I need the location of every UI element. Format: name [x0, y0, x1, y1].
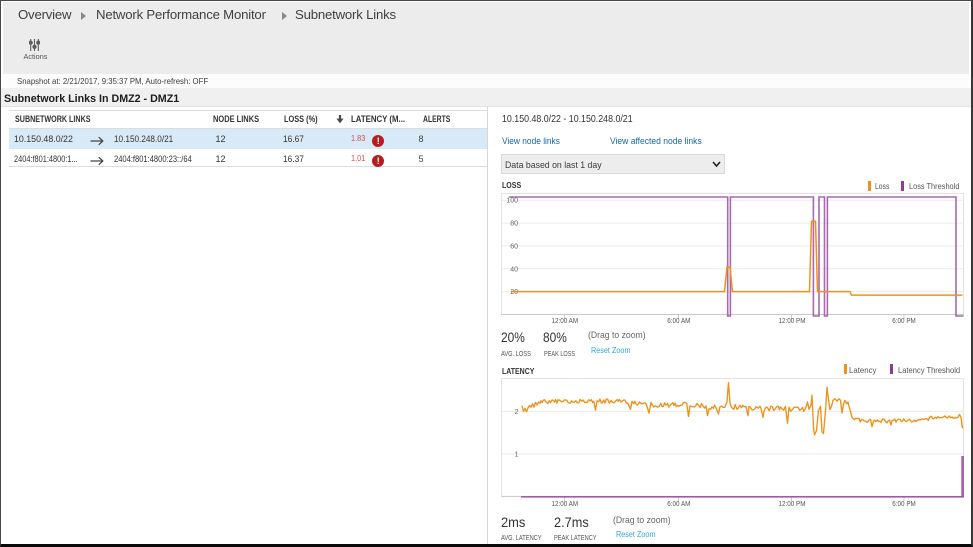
svg-text:100: 100 [506, 198, 518, 205]
svg-text:60: 60 [510, 243, 518, 250]
svg-text:2: 2 [515, 409, 519, 416]
svg-text:40: 40 [510, 266, 518, 273]
svg-text:80: 80 [510, 221, 518, 228]
svg-text:20: 20 [510, 289, 518, 296]
svg-text:1: 1 [515, 451, 519, 458]
